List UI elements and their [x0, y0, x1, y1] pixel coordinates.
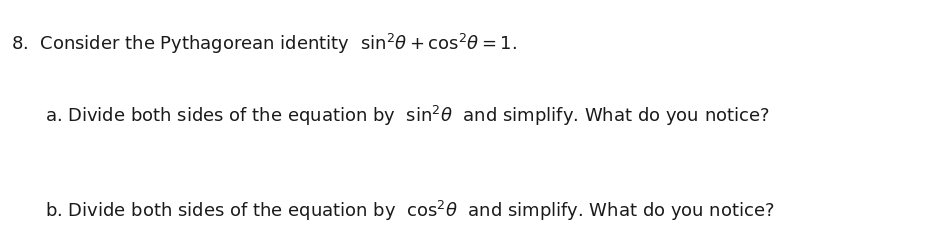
Text: 8.  Consider the Pythagorean identity  $\sin^2\!\theta + \cos^2\!\theta = 1.$: 8. Consider the Pythagorean identity $\s… — [11, 31, 517, 56]
Text: b. Divide both sides of the equation by  $\cos^2\!\theta$  and simplify. What do: b. Divide both sides of the equation by … — [45, 198, 774, 223]
Text: a. Divide both sides of the equation by  $\sin^2\!\theta$  and simplify. What do: a. Divide both sides of the equation by … — [45, 104, 769, 128]
